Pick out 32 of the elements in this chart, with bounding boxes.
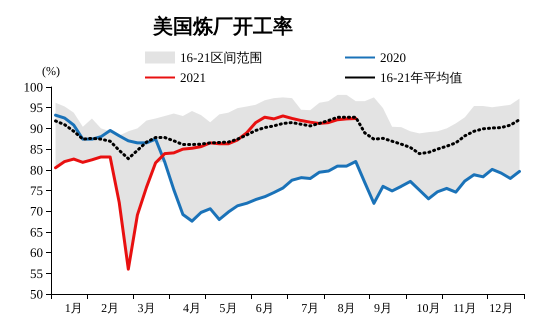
x-tick-label: 5月 [219, 301, 238, 315]
x-tick-label: 6月 [256, 301, 274, 315]
y-tick-label: 95 [30, 100, 43, 116]
y-tick-label: 85 [30, 142, 43, 157]
x-tick-label: 7月 [301, 301, 320, 315]
legend-label: 16-21年平均值 [380, 70, 462, 85]
x-tick-label: 2月 [101, 301, 120, 315]
y-tick-label: 75 [30, 183, 43, 198]
x-tick-label: 12月 [489, 301, 514, 315]
x-tick-label: 3月 [138, 301, 156, 315]
legend-label: 2020 [380, 50, 406, 65]
y-tick-label: 80 [30, 162, 43, 178]
y-tick-label: 70 [30, 204, 43, 219]
x-tick-label: 1月 [64, 301, 83, 315]
y-tick-label: 65 [30, 224, 43, 240]
y-tick-label: 55 [30, 266, 43, 281]
chart-title: 美国炼厂开工率 [152, 15, 293, 38]
y-tick-label: 50 [30, 286, 43, 302]
x-tick-label: 11月 [453, 301, 477, 315]
legend-label: 2021 [180, 70, 206, 85]
x-tick-label: 9月 [374, 301, 392, 315]
line-series [54, 114, 358, 271]
line-series [54, 116, 521, 160]
x-tick-label: 10月 [416, 301, 440, 315]
line-series [54, 114, 521, 223]
y-tick-label: 60 [30, 245, 43, 260]
legend-label: 16-21区间范围 [180, 50, 262, 65]
x-tick-label: 4月 [182, 301, 201, 315]
y-tick-label: 90 [30, 120, 43, 136]
x-tick-label: 8月 [338, 301, 356, 315]
y-axis-title: (%) [42, 64, 60, 78]
y-tick-label: 100 [24, 80, 43, 94]
